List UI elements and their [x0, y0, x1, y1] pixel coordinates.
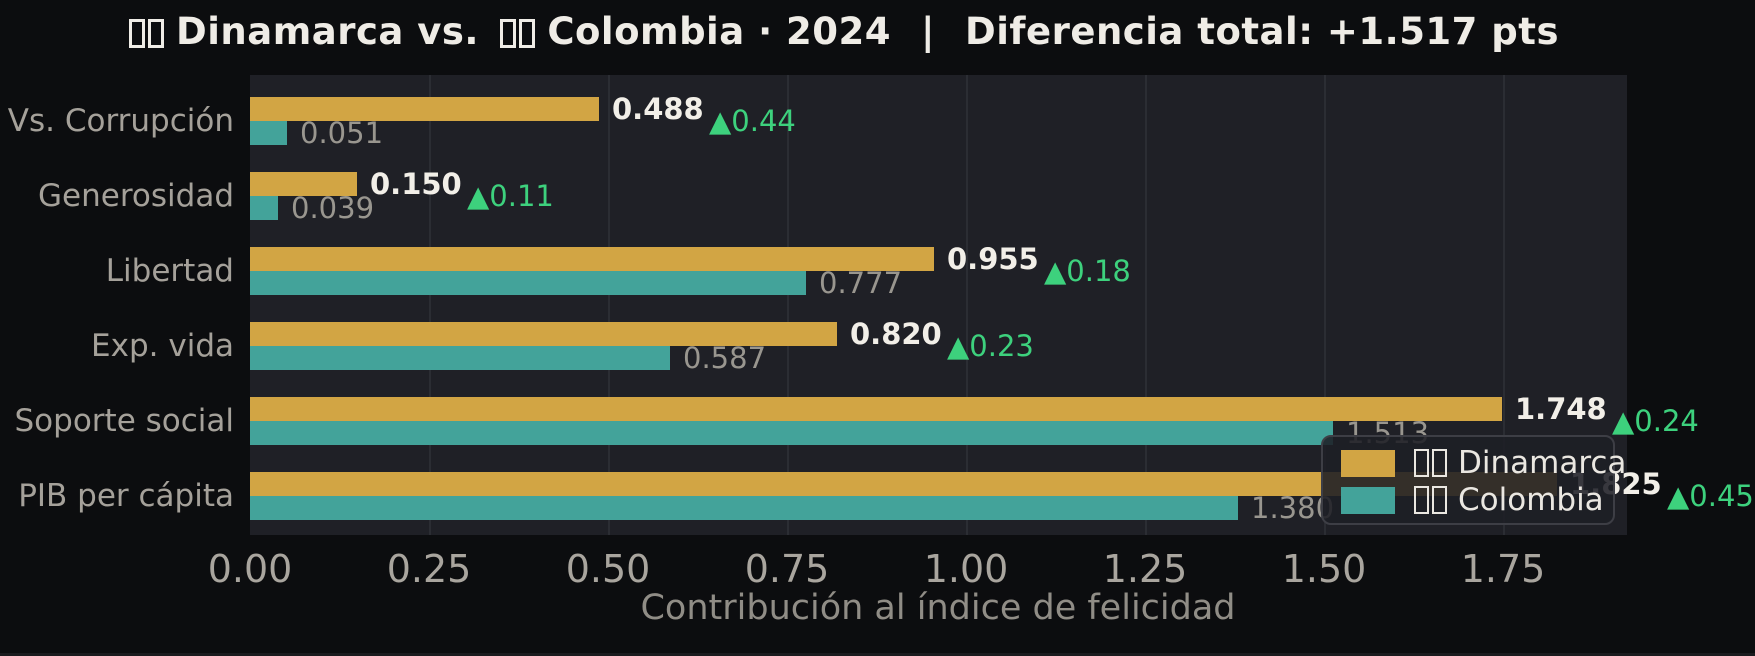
bar-dinamarca	[250, 247, 934, 271]
bar-dinamarca	[250, 322, 837, 346]
category-label: Soporte social	[14, 403, 235, 439]
value-label-colombia: 0.051	[300, 116, 384, 150]
x-tick-label: 0.00	[207, 547, 293, 591]
value-label-dinamarca: 0.820	[850, 317, 942, 351]
bar-colombia	[250, 196, 278, 220]
gridline	[1503, 75, 1505, 535]
diff-annotation: ▲0.45	[1667, 479, 1754, 513]
gridline	[966, 75, 968, 535]
title-separator: |	[921, 10, 936, 53]
bar-colombia	[250, 346, 670, 370]
gridline	[1145, 75, 1147, 535]
diff-annotation: ▲0.23	[947, 329, 1034, 363]
category-label: Generosidad	[38, 178, 234, 214]
colombia-swatch	[1341, 486, 1395, 514]
value-label-dinamarca: 0.150	[370, 167, 462, 201]
x-tick-label: 0.25	[386, 547, 472, 591]
category-label: PIB per cápita	[18, 478, 234, 514]
window-bottom-edge	[0, 653, 1755, 656]
chart-title: Dinamarca vs. Colombia · 2024 | Diferencia…	[127, 10, 1559, 53]
value-label-colombia: 0.777	[819, 266, 903, 300]
x-tick-label: 1.75	[1460, 547, 1546, 591]
category-label: Libertad	[105, 253, 234, 289]
denmark-flag-icon	[127, 10, 166, 53]
dinamarca-swatch	[1341, 449, 1395, 477]
diff-annotation: ▲0.11	[467, 179, 554, 213]
diff-annotation: ▲0.18	[1044, 254, 1131, 288]
x-tick-label: 1.25	[1102, 547, 1188, 591]
colombia-flag-icon	[498, 10, 537, 53]
value-label-colombia: 0.587	[683, 341, 767, 375]
x-tick-label: 1.00	[923, 547, 1009, 591]
x-tick-label: 0.75	[744, 547, 830, 591]
value-label-dinamarca: 0.955	[947, 242, 1039, 276]
bar-colombia	[250, 271, 806, 295]
value-label-dinamarca: 0.488	[612, 92, 704, 126]
diff-annotation: ▲0.24	[1612, 404, 1699, 438]
category-label: Vs. Corrupción	[7, 103, 234, 139]
title-difference: Diferencia total: +1.517 pts	[965, 10, 1559, 53]
gridline	[787, 75, 789, 535]
x-tick-label: 1.50	[1281, 547, 1367, 591]
legend-entry-dinamarca: Dinamarca	[1341, 445, 1626, 481]
gridline	[1324, 75, 1326, 535]
bar-dinamarca	[250, 172, 357, 196]
title-matchup-right: Colombia · 2024	[547, 10, 892, 53]
gridline	[429, 75, 431, 535]
x-axis-title: Contribución al índice de felicidad	[640, 588, 1236, 628]
legend: Dinamarca Colombia	[1321, 435, 1626, 525]
legend-entry-colombia: Colombia	[1341, 482, 1613, 518]
bar-colombia	[250, 121, 287, 145]
value-label-colombia: 1.380	[1251, 491, 1335, 525]
bar-dinamarca	[250, 97, 599, 121]
title-matchup-left: Dinamarca vs.	[176, 10, 479, 53]
legend-label-dinamarca: Dinamarca	[1458, 445, 1627, 481]
bar-colombia	[250, 496, 1238, 520]
value-label-colombia: 0.039	[291, 191, 375, 225]
value-label-dinamarca: 1.748	[1515, 392, 1607, 426]
x-tick-label: 0.50	[565, 547, 651, 591]
diff-annotation: ▲0.44	[709, 104, 796, 138]
legend-label-colombia: Colombia	[1458, 482, 1604, 518]
denmark-flag-icon	[1412, 445, 1449, 481]
colombia-flag-icon	[1412, 482, 1449, 518]
gridline	[608, 75, 610, 535]
plot-area	[250, 75, 1627, 535]
bar-colombia	[250, 421, 1333, 445]
bar-dinamarca	[250, 397, 1502, 421]
category-label: Exp. vida	[91, 328, 234, 364]
